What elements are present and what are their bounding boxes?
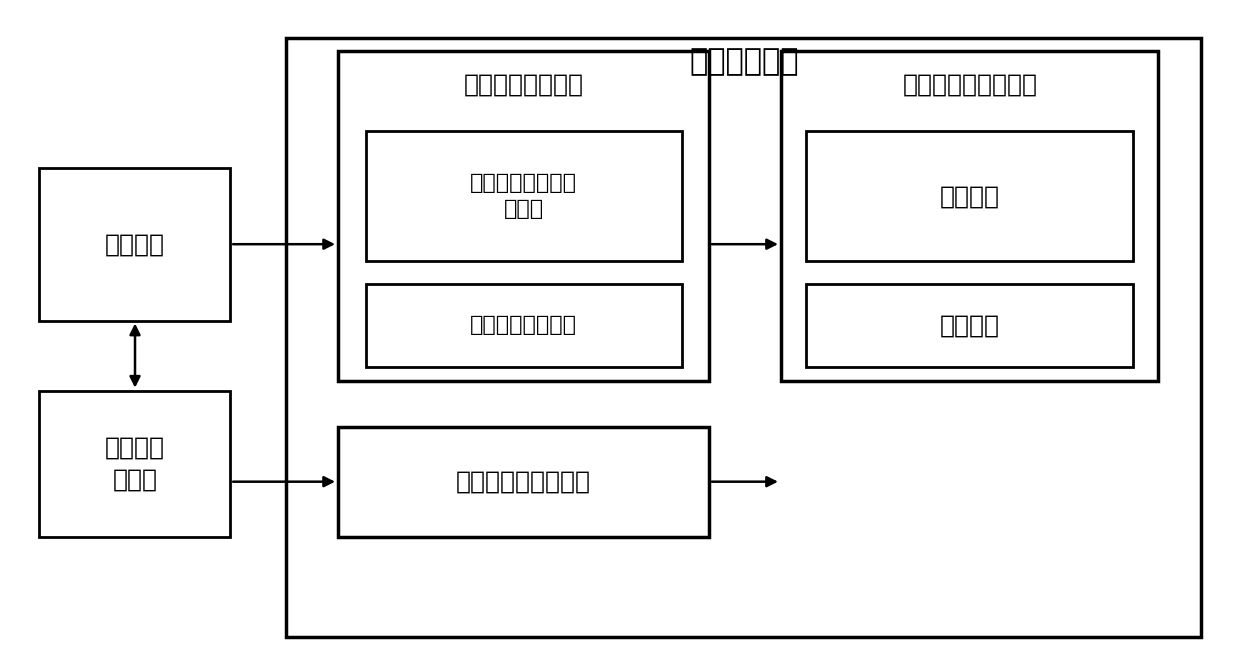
Text: 驱动数据采集模块: 驱动数据采集模块 — [464, 73, 584, 97]
Text: 热误差数据采集模块: 热误差数据采集模块 — [456, 470, 591, 494]
Text: 数控系统: 数控系统 — [105, 232, 165, 257]
Bar — [806, 284, 1133, 367]
Text: 热误差预
测模型: 热误差预 测模型 — [105, 436, 165, 492]
Bar — [339, 51, 709, 381]
Bar — [781, 51, 1158, 381]
Text: 数字虚体空间: 数字虚体空间 — [689, 47, 799, 75]
Text: 进给轴数字虚拟模型: 进给轴数字虚拟模型 — [903, 73, 1038, 97]
Text: 几何模型: 几何模型 — [940, 184, 1001, 208]
Bar — [806, 131, 1133, 261]
Text: 驱动数据采集程序: 驱动数据采集程序 — [470, 315, 577, 335]
Bar — [286, 38, 1202, 637]
Bar — [339, 427, 709, 537]
Text: 动态链接库文件调
用程序: 动态链接库文件调 用程序 — [470, 173, 577, 220]
Bar — [366, 284, 682, 367]
Bar — [38, 168, 231, 321]
Bar — [38, 391, 231, 537]
Text: 物理模型: 物理模型 — [940, 313, 1001, 337]
Bar — [366, 131, 682, 261]
